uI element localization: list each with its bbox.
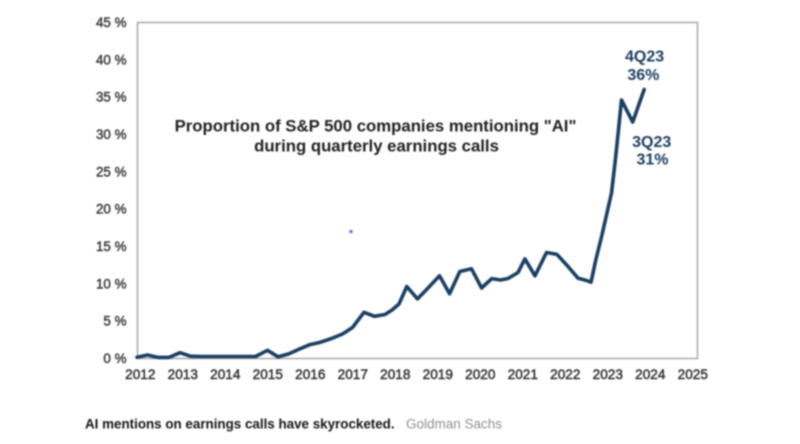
svg-text:30 %: 30 %	[96, 127, 127, 142]
svg-text:2017: 2017	[338, 367, 368, 382]
svg-text:2018: 2018	[380, 367, 410, 382]
svg-text:2012: 2012	[125, 367, 155, 382]
svg-text:Proportion of S&P 500 companie: Proportion of S&P 500 companies mentioni…	[175, 117, 577, 136]
svg-text:5 %: 5 %	[103, 314, 126, 329]
svg-text:40 %: 40 %	[96, 52, 127, 67]
svg-text:2014: 2014	[210, 367, 241, 382]
svg-text:3Q23: 3Q23	[632, 134, 671, 151]
svg-text:10 %: 10 %	[96, 276, 127, 291]
svg-text:31%: 31%	[636, 152, 668, 169]
svg-text:2022: 2022	[550, 367, 580, 382]
svg-text:35 %: 35 %	[96, 90, 127, 105]
svg-text:Goldman Sachs: Goldman Sachs	[406, 417, 502, 432]
svg-text:45 %: 45 %	[96, 15, 127, 30]
svg-text:2020: 2020	[465, 367, 496, 382]
svg-text:2019: 2019	[423, 367, 453, 382]
svg-text:AI mentions on earnings calls: AI mentions on earnings calls have skyro…	[85, 417, 395, 432]
svg-text:during quarterly earnings call: during quarterly earnings calls	[254, 137, 499, 156]
svg-text:2021: 2021	[508, 367, 538, 382]
svg-text:4Q23: 4Q23	[625, 49, 664, 66]
svg-text:20 %: 20 %	[96, 202, 127, 217]
svg-text:36%: 36%	[627, 67, 659, 84]
svg-text:15 %: 15 %	[96, 239, 127, 254]
svg-text:2023: 2023	[593, 367, 623, 382]
svg-text:2013: 2013	[168, 367, 198, 382]
svg-text:25 %: 25 %	[96, 164, 127, 179]
svg-text:2025: 2025	[678, 367, 708, 382]
svg-text:2024: 2024	[635, 367, 666, 382]
svg-text:2016: 2016	[295, 367, 325, 382]
svg-text:0 %: 0 %	[103, 351, 126, 366]
svg-text:2015: 2015	[253, 367, 283, 382]
